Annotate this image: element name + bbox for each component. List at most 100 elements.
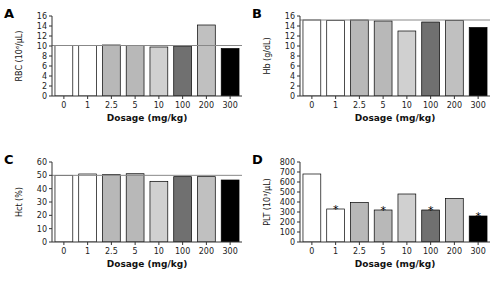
x-tick (63, 242, 64, 245)
plot-area (300, 20, 490, 96)
bar (422, 22, 440, 96)
bar (398, 31, 416, 96)
y-tick-label: 8 (290, 52, 295, 61)
y-tick-label: 16 (37, 12, 47, 21)
bar (350, 203, 368, 243)
x-tick (406, 96, 407, 99)
x-axis-label: Dosage (mg/kg) (107, 259, 188, 269)
bar (221, 49, 239, 97)
y-axis-label: PLT (10³/μL) (263, 178, 272, 225)
x-tick (158, 242, 159, 245)
bar (197, 25, 215, 96)
y-axis-label: Hct (%) (15, 187, 24, 217)
bar (445, 199, 463, 243)
x-tick-label: 1 (333, 101, 338, 110)
y-axis-label: Hb (g/dL) (263, 37, 272, 74)
panel: 0246810121416012.5510100200300Dosage (mg… (252, 6, 490, 123)
x-tick-label: 1 (333, 247, 338, 256)
y-axis-label: RBC (10⁶/μL) (15, 31, 24, 82)
x-tick (111, 96, 112, 99)
bar (126, 174, 144, 242)
bar (150, 47, 168, 96)
y-tick-label: 200 (280, 218, 295, 227)
bar (303, 20, 321, 96)
y-tick-label: 6 (290, 62, 295, 71)
y-tick-label: 300 (280, 208, 295, 217)
bar (350, 20, 368, 96)
y-tick-label: 12 (285, 32, 295, 41)
figure: 0246810121416012.5510100200300Dosage (mg… (0, 0, 500, 291)
y-tick-label: 4 (290, 72, 295, 81)
x-tick (182, 96, 183, 99)
x-tick-label: 0 (309, 247, 314, 256)
panel-label: A (4, 6, 14, 21)
x-tick (230, 96, 231, 99)
x-tick (359, 242, 360, 245)
bar (398, 194, 416, 242)
x-tick-label: 300 (470, 247, 485, 256)
y-tick-label: 10 (37, 225, 47, 234)
x-tick (311, 96, 312, 99)
x-tick (478, 96, 479, 99)
x-tick-label: 200 (447, 247, 462, 256)
x-axis (52, 96, 242, 97)
x-tick (430, 242, 431, 245)
y-tick-label: 0 (290, 238, 295, 247)
x-tick (158, 96, 159, 99)
x-tick-label: 10 (154, 101, 164, 110)
y-tick-label: 8 (42, 52, 47, 61)
y-tick-label: 600 (280, 178, 295, 187)
y-tick-label: 60 (37, 158, 47, 167)
bar (327, 21, 345, 97)
control-line (52, 175, 242, 176)
bar (126, 46, 144, 97)
y-tick-label: 14 (285, 22, 295, 31)
y-tick-label: 400 (280, 198, 295, 207)
x-tick (182, 242, 183, 245)
x-axis-label: Dosage (mg/kg) (355, 259, 436, 269)
y-tick-label: 40 (37, 185, 47, 194)
y-tick-label: 0 (42, 238, 47, 247)
x-tick (335, 96, 336, 99)
bar (174, 46, 192, 96)
x-tick (454, 96, 455, 99)
plot-area (303, 174, 487, 242)
x-tick (454, 242, 455, 245)
y-axis (300, 16, 301, 96)
significance-marker: * (380, 204, 386, 217)
bar (79, 174, 97, 242)
x-axis-label: Dosage (mg/kg) (355, 113, 436, 123)
y-axis (52, 162, 53, 242)
bar (221, 180, 239, 242)
x-tick-label: 100 (423, 247, 438, 256)
x-tick (87, 242, 88, 245)
x-tick-label: 10 (154, 247, 164, 256)
bar (102, 175, 120, 242)
y-tick-label: 0 (42, 92, 47, 101)
x-tick (430, 96, 431, 99)
bar (150, 181, 168, 242)
x-tick (478, 242, 479, 245)
bar (303, 174, 321, 242)
x-tick (383, 96, 384, 99)
bar (55, 46, 73, 97)
x-tick-label: 2.5 (353, 247, 366, 256)
y-tick-label: 0 (290, 92, 295, 101)
y-tick-label: 30 (37, 198, 47, 207)
x-axis (52, 242, 242, 243)
x-tick (359, 96, 360, 99)
x-tick (111, 242, 112, 245)
x-tick (135, 96, 136, 99)
x-tick-label: 5 (381, 101, 386, 110)
x-tick (63, 96, 64, 99)
bar (469, 28, 487, 97)
panel: 0102030405060012.5510100200300Dosage (mg… (4, 152, 242, 269)
x-tick-label: 100 (175, 247, 190, 256)
control-line (300, 20, 490, 21)
x-tick-label: 10 (402, 101, 412, 110)
x-tick-label: 10 (402, 247, 412, 256)
x-tick-label: 200 (447, 101, 462, 110)
bar (174, 177, 192, 242)
bar (197, 177, 215, 242)
bar (55, 175, 73, 242)
